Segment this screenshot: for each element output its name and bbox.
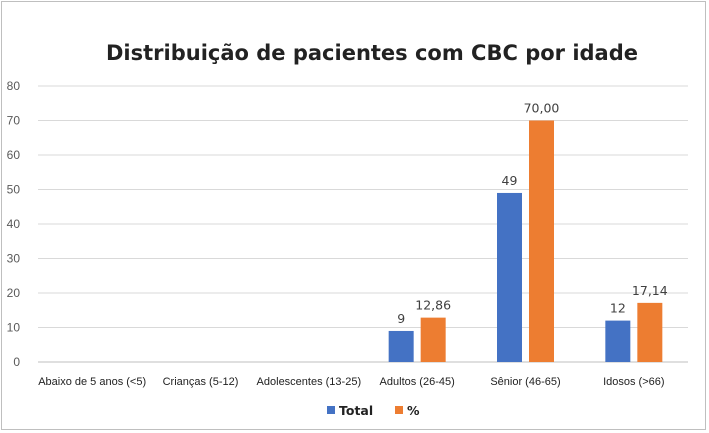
x-tick-label: Idosos (>66) bbox=[603, 376, 664, 388]
x-tick-label: Sênior (46-65) bbox=[490, 376, 560, 388]
x-tick-label: Adultos (26-45) bbox=[380, 376, 455, 388]
y-tick-label: 70 bbox=[7, 114, 21, 128]
y-tick-label: 20 bbox=[7, 286, 21, 300]
data-label: 17,14 bbox=[632, 283, 668, 298]
y-tick-label: 30 bbox=[7, 252, 21, 266]
y-tick-label: 0 bbox=[13, 355, 20, 369]
data-label: 12 bbox=[610, 301, 626, 316]
legend: Total% bbox=[327, 403, 420, 418]
legend-swatch bbox=[327, 406, 335, 414]
bar-total bbox=[388, 330, 414, 362]
legend-label: Total bbox=[339, 403, 373, 418]
y-axis: 0 10 20 30 40 50 60 70 80 bbox=[7, 79, 21, 369]
y-tick-label: 10 bbox=[7, 321, 21, 335]
data-label: 9 bbox=[397, 311, 405, 326]
y-tick-label: 60 bbox=[7, 148, 21, 162]
legend-label: % bbox=[407, 403, 420, 418]
data-label: 12,86 bbox=[415, 298, 451, 313]
bars: 9 12,86 49 70,00 12 17,14 bbox=[388, 101, 668, 362]
y-tick-label: 80 bbox=[7, 79, 21, 93]
chart-title: Distribuição de pacientes com CBC por id… bbox=[106, 41, 638, 65]
data-label: 49 bbox=[502, 173, 518, 188]
gridlines bbox=[38, 85, 688, 363]
bar-percent bbox=[637, 302, 663, 362]
x-tick-label: Adolescentes (13-25) bbox=[257, 376, 362, 388]
y-tick-label: 40 bbox=[7, 217, 21, 231]
bar-percent bbox=[420, 317, 446, 362]
legend-swatch bbox=[395, 406, 403, 414]
data-label: 70,00 bbox=[524, 101, 560, 116]
bar-total bbox=[605, 320, 631, 362]
x-axis: Abaixo de 5 anos (<5) Crianças (5-12) Adol… bbox=[38, 376, 664, 388]
bar-total bbox=[497, 192, 522, 362]
x-tick-label: Crianças (5-12) bbox=[163, 376, 239, 388]
y-tick-label: 50 bbox=[7, 183, 21, 197]
x-tick-label: Abaixo de 5 anos (<5) bbox=[38, 376, 146, 388]
bar-percent bbox=[529, 120, 554, 362]
